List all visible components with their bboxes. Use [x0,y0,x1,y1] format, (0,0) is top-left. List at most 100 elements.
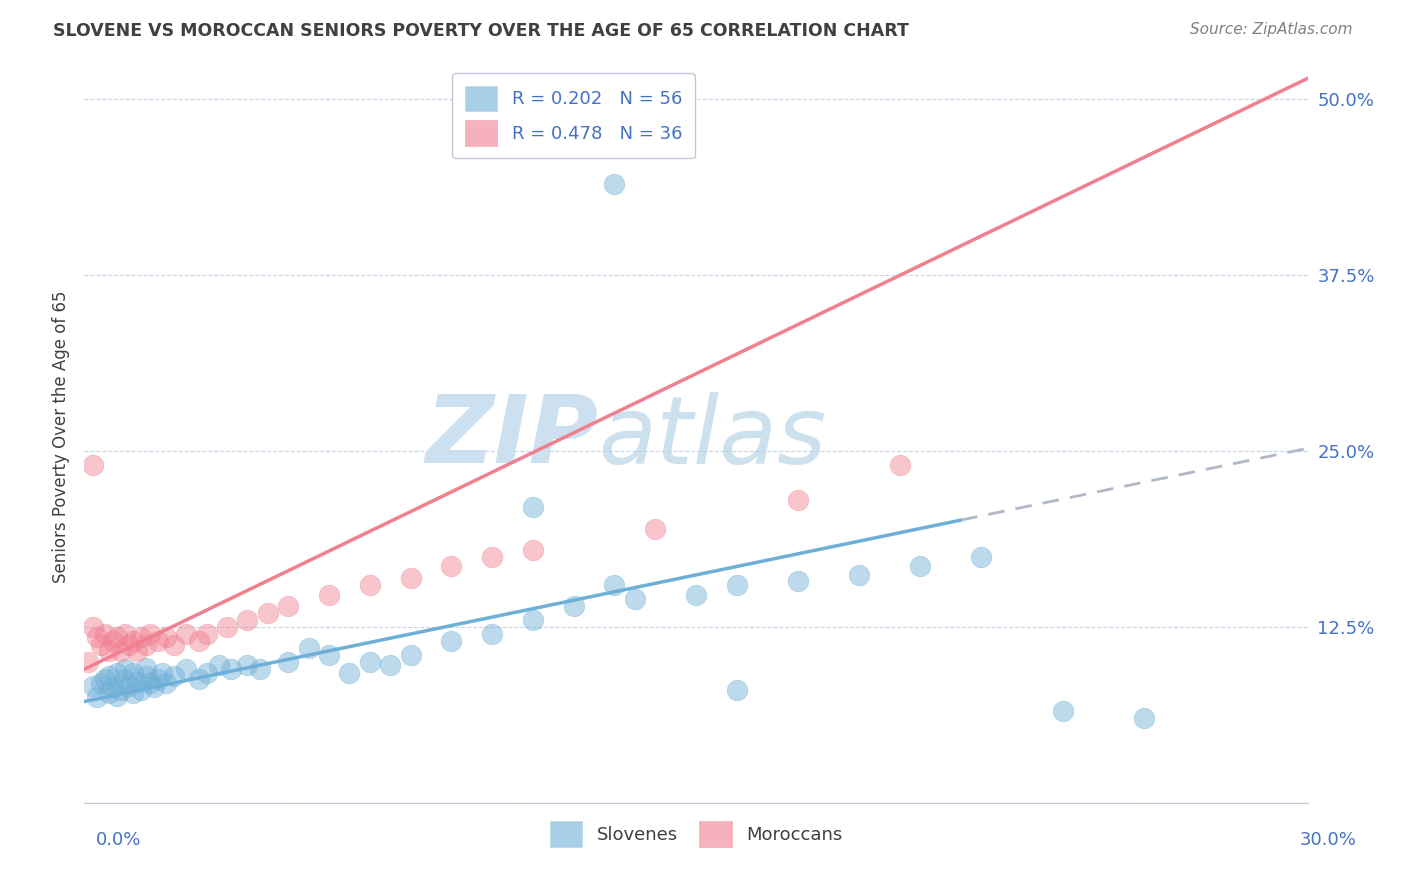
Point [380,657,402,672]
Point [787,574,810,588]
Point [82,679,104,693]
Point [562,599,585,613]
Point [138,676,160,690]
Point [603,177,626,191]
Point [725,683,748,698]
Point [101,634,124,648]
Point [685,588,707,602]
Point [110,683,132,698]
Text: SLOVENE VS MOROCCAN SENIORS POVERTY OVER THE AGE OF 65 CORRELATION CHART: SLOVENE VS MOROCCAN SENIORS POVERTY OVER… [53,22,910,40]
Text: Source: ZipAtlas.com: Source: ZipAtlas.com [1189,22,1353,37]
Point [118,638,141,652]
Point [195,666,218,681]
Legend: Slovenes, Moroccans: Slovenes, Moroccans [540,813,852,856]
Point [82,620,104,634]
Point [138,627,160,641]
Point [219,662,242,676]
Point [970,549,993,564]
Point [208,657,231,672]
Point [277,599,299,613]
Point [122,666,145,681]
Point [97,669,120,683]
Point [174,662,197,676]
Point [725,578,748,592]
Point [105,666,128,681]
Point [339,666,361,681]
Point [114,672,136,686]
Point [236,613,259,627]
Text: atlas: atlas [598,392,827,483]
Text: 30.0%: 30.0% [1301,831,1357,849]
Point [97,644,120,658]
Point [889,458,911,473]
Point [146,634,169,648]
Point [77,655,100,669]
Point [105,689,128,703]
Point [155,676,177,690]
Point [127,644,149,658]
Point [163,669,186,683]
Point [910,559,932,574]
Point [93,627,115,641]
Point [82,458,104,473]
Point [135,669,157,683]
Point [522,542,544,557]
Point [257,606,280,620]
Point [1133,711,1156,725]
Point [298,641,321,656]
Point [131,683,153,698]
Point [481,627,503,641]
Point [522,500,544,515]
Point [122,686,145,700]
Point [114,662,136,676]
Point [217,620,239,634]
Point [440,634,463,648]
Text: 0.0%: 0.0% [96,831,141,849]
Point [135,661,157,675]
Point [359,655,381,669]
Point [122,634,145,648]
Point [624,591,647,606]
Point [93,672,115,686]
Point [277,655,299,669]
Point [142,681,165,695]
Point [86,690,108,705]
Point [174,627,197,641]
Point [187,672,209,686]
Point [90,676,112,690]
Text: ZIP: ZIP [425,391,598,483]
Point [150,666,173,681]
Point [90,638,112,652]
Point [195,627,218,641]
Point [399,648,422,662]
Point [787,493,810,508]
Point [318,588,340,602]
Point [131,630,153,644]
Point [481,549,503,564]
Point [644,521,666,535]
Point [110,644,132,658]
Point [1052,705,1074,719]
Point [86,630,108,644]
Point [127,674,149,689]
Point [114,627,136,641]
Point [118,679,141,693]
Point [187,634,209,648]
Point [135,638,157,652]
Y-axis label: Seniors Poverty Over the Age of 65: Seniors Poverty Over the Age of 65 [52,291,70,583]
Point [236,657,259,672]
Point [105,630,128,644]
Point [318,648,340,662]
Point [155,630,177,644]
Point [146,672,169,686]
Point [522,613,544,627]
Point [399,571,422,585]
Point [249,662,271,676]
Point [359,578,381,592]
Point [440,559,463,574]
Point [163,638,186,652]
Point [97,686,120,700]
Point [603,578,626,592]
Point [848,568,870,582]
Point [101,681,124,695]
